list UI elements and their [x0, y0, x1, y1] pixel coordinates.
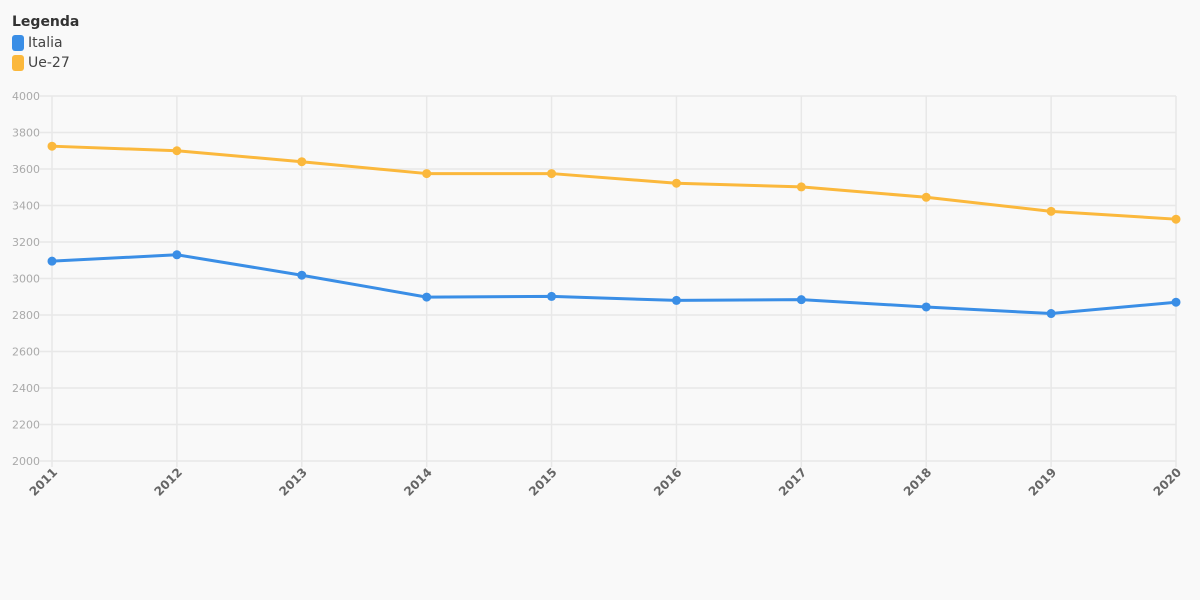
legend: Legenda Italia Ue-27	[12, 13, 79, 73]
data-point	[547, 169, 557, 179]
x-tick-label: 2012	[151, 465, 185, 499]
legend-swatch-italia	[12, 35, 24, 51]
x-tick-label: 2013	[276, 465, 310, 499]
data-point	[297, 157, 307, 167]
series-points	[47, 141, 1181, 319]
y-tick-label: 2400	[12, 382, 40, 395]
series-lines	[51, 144, 1177, 316]
data-point	[671, 178, 681, 188]
data-point	[297, 270, 307, 280]
data-point	[921, 192, 931, 202]
y-tick-label: 4000	[12, 90, 40, 103]
data-point	[1171, 297, 1181, 307]
y-tick-label: 3000	[12, 273, 40, 286]
data-point	[1171, 214, 1181, 224]
series-line-1	[51, 144, 1177, 221]
x-tick-label: 2020	[1151, 465, 1185, 499]
legend-item-italia[interactable]: Italia	[12, 33, 79, 53]
x-tick-label: 2011	[27, 465, 61, 499]
x-tick-label: 2015	[526, 465, 560, 499]
y-tick-label: 2800	[12, 309, 40, 322]
data-point	[1046, 309, 1056, 319]
x-tick-label: 2017	[776, 465, 810, 499]
data-point	[47, 256, 57, 266]
data-point	[547, 291, 557, 301]
data-point	[796, 182, 806, 192]
series-line-0	[51, 253, 1177, 316]
y-axis: 2000 2200 2400 2600 2800 3000 3200 3400 3600 3800…	[12, 90, 40, 468]
data-point	[921, 302, 931, 312]
data-point	[172, 146, 182, 156]
legend-swatch-ue27	[12, 55, 24, 71]
y-tick-label: 3800	[12, 127, 40, 140]
legend-label-italia: Italia	[28, 35, 63, 51]
data-point	[422, 169, 432, 179]
legend-label-ue27: Ue-27	[28, 55, 70, 71]
x-tick-label: 2019	[1026, 465, 1060, 499]
y-tick-label: 2600	[12, 346, 40, 359]
x-axis: 2011 2012 2013 2014 2015 2016 2017 2018 2019 2020	[27, 465, 1185, 499]
data-point	[422, 292, 432, 302]
data-point	[47, 141, 57, 151]
x-tick-label: 2014	[401, 465, 435, 499]
y-tick-label: 3600	[12, 163, 40, 176]
x-tick-label: 2018	[901, 465, 935, 499]
y-tick-label: 3400	[12, 200, 40, 213]
data-point	[671, 295, 681, 305]
y-tick-label: 3200	[12, 236, 40, 249]
data-point	[172, 250, 182, 260]
y-tick-label: 2000	[12, 455, 40, 468]
data-point	[1046, 206, 1056, 216]
x-tick-label: 2016	[651, 465, 685, 499]
grid	[40, 95, 1177, 467]
legend-title: Legenda	[12, 14, 80, 30]
y-tick-label: 2200	[12, 419, 40, 432]
data-point	[796, 295, 806, 305]
legend-item-ue27[interactable]: Ue-27	[12, 53, 79, 73]
